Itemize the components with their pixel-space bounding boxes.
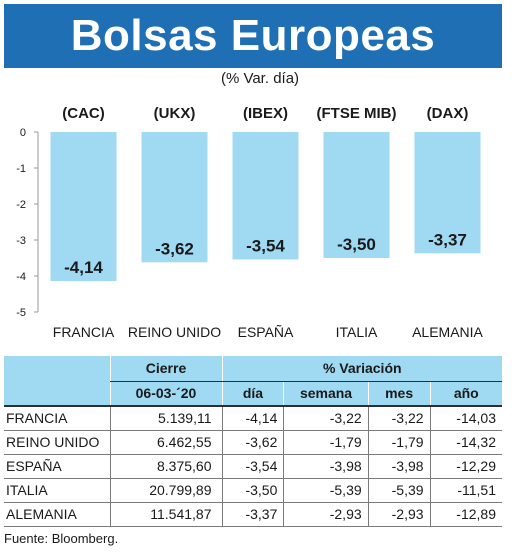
cell-dia: -3,50: [221, 478, 284, 503]
index-label: (UKX): [154, 105, 196, 122]
cell-mes: -1,79: [367, 430, 431, 455]
bar: [141, 132, 208, 263]
page-title: Bolsas Europeas: [70, 11, 436, 60]
table-header-variacion: % Variación: [221, 356, 502, 382]
category-label: FRANCIA: [53, 324, 115, 340]
title-banner: Bolsas Europeas: [4, 4, 502, 68]
index-label: (DAX): [427, 105, 469, 122]
category-label: ALEMANIA: [412, 324, 483, 340]
cell-ano: -12,89: [429, 502, 502, 527]
data-label: -4,14: [64, 258, 103, 277]
cell-cierre: 11.541,87: [109, 502, 222, 527]
data-label: -3,54: [246, 236, 285, 255]
table-row: ESPAÑA 8.375,60 -3,54 -3,98 -3,98 -12,29: [4, 454, 502, 479]
cell-country: REINO UNIDO: [4, 430, 110, 455]
y-tick-label: 0: [20, 127, 26, 139]
data-table-container: Cierre % Variación 06-03-´20 día semana …: [4, 356, 502, 527]
table-row: ALEMANIA 11.541,87 -3,37 -2,93 -2,93 -12…: [4, 502, 502, 527]
table-header-semana: semana: [283, 381, 369, 407]
cell-cierre: 5.139,11: [109, 406, 222, 431]
cell-cierre: 6.462,55: [109, 430, 222, 455]
y-tick-label: -2: [16, 199, 26, 211]
cell-semana: -1,79: [283, 430, 369, 455]
table-header-blank: [4, 356, 110, 381]
cell-ano: -12,29: [429, 454, 502, 479]
bar: [232, 132, 299, 260]
cell-dia: -3,62: [221, 430, 284, 455]
cell-dia: -3,37: [221, 502, 284, 527]
cell-semana: -2,93: [283, 502, 369, 527]
y-tick-label: -1: [16, 163, 26, 175]
bar: [50, 132, 117, 282]
bar: [414, 132, 481, 254]
table-header-ano: año: [429, 381, 502, 407]
table-row: FRANCIA 5.139,11 -4,14 -3,22 -3,22 -14,0…: [4, 406, 502, 431]
cell-mes: -5,39: [367, 478, 431, 503]
category-label: ITALIA: [336, 324, 378, 340]
table-header-date: 06-03-´20: [109, 381, 222, 407]
cell-country: ESPAÑA: [4, 454, 110, 479]
bar-chart: 0 -1 -2 -3 -4 -5 (CAC) -4,14 FRANCIA (UKX) -3,62 RE…: [16, 105, 483, 340]
cell-ano: -14,03: [429, 406, 502, 431]
cell-semana: -5,39: [283, 478, 369, 503]
data-label: -3,62: [155, 239, 194, 258]
cell-cierre: 8.375,60: [109, 454, 222, 479]
category-label: REINO UNIDO: [128, 324, 221, 340]
index-label: (IBEX): [243, 105, 288, 122]
table-header-blank: [4, 381, 110, 407]
data-label: -3,50: [337, 235, 376, 254]
index-label: (FTSE MIB): [317, 105, 397, 122]
source-note: Fuente: Bloomberg.: [4, 531, 119, 546]
page-subtitle: (% Var. día): [220, 70, 300, 87]
cell-country: ITALIA: [4, 478, 110, 503]
cell-mes: -2,93: [367, 502, 431, 527]
y-tick-label: -3: [16, 235, 26, 247]
table-header-cierre: Cierre: [109, 356, 222, 382]
table-header-mes: mes: [367, 381, 431, 407]
y-tick-label: -5: [16, 307, 26, 319]
table-row: REINO UNIDO 6.462,55 -3,62 -1,79 -1,79 -…: [4, 430, 502, 455]
cell-mes: -3,22: [367, 406, 431, 431]
cell-dia: -3,54: [221, 454, 284, 479]
table-row: ITALIA 20.799,89 -3,50 -5,39 -5,39 -11,5…: [4, 478, 502, 503]
cell-mes: -3,98: [367, 454, 431, 479]
cell-cierre: 20.799,89: [109, 478, 222, 503]
bar: [323, 132, 390, 258]
cell-country: ALEMANIA: [4, 502, 110, 527]
cell-dia: -4,14: [221, 406, 284, 431]
cell-ano: -11,51: [429, 478, 502, 503]
y-tick-label: -4: [16, 271, 26, 283]
cell-semana: -3,22: [283, 406, 369, 431]
cell-country: FRANCIA: [4, 406, 110, 431]
index-label: (CAC): [62, 105, 105, 122]
table-header-dia: día: [221, 381, 284, 407]
cell-semana: -3,98: [283, 454, 369, 479]
data-label: -3,37: [428, 230, 467, 249]
category-label: ESPAÑA: [238, 324, 294, 340]
cell-ano: -14,32: [429, 430, 502, 455]
data-table: Cierre % Variación 06-03-´20 día semana …: [4, 356, 502, 527]
